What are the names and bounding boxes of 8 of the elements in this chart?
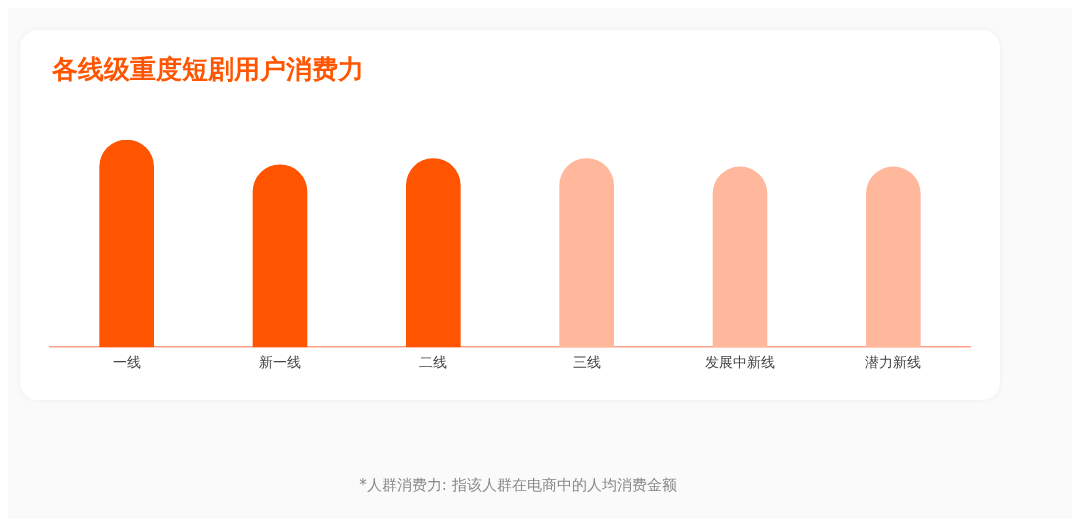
x-tick-label: 发展中新线	[705, 354, 775, 371]
x-tick-label: 三线	[572, 354, 601, 371]
x-tick-label: 一线	[112, 354, 141, 371]
text: *人群消费力: 指该人群在电商中的人均消费金额	[358, 476, 678, 495]
chart-title: 各线级重度短剧用户消费力	[52, 53, 364, 86]
x-tick-label: 潜力新线	[865, 354, 922, 371]
x-tick-label: 新一线	[259, 354, 301, 371]
x-tick-label: 二线	[419, 354, 448, 371]
